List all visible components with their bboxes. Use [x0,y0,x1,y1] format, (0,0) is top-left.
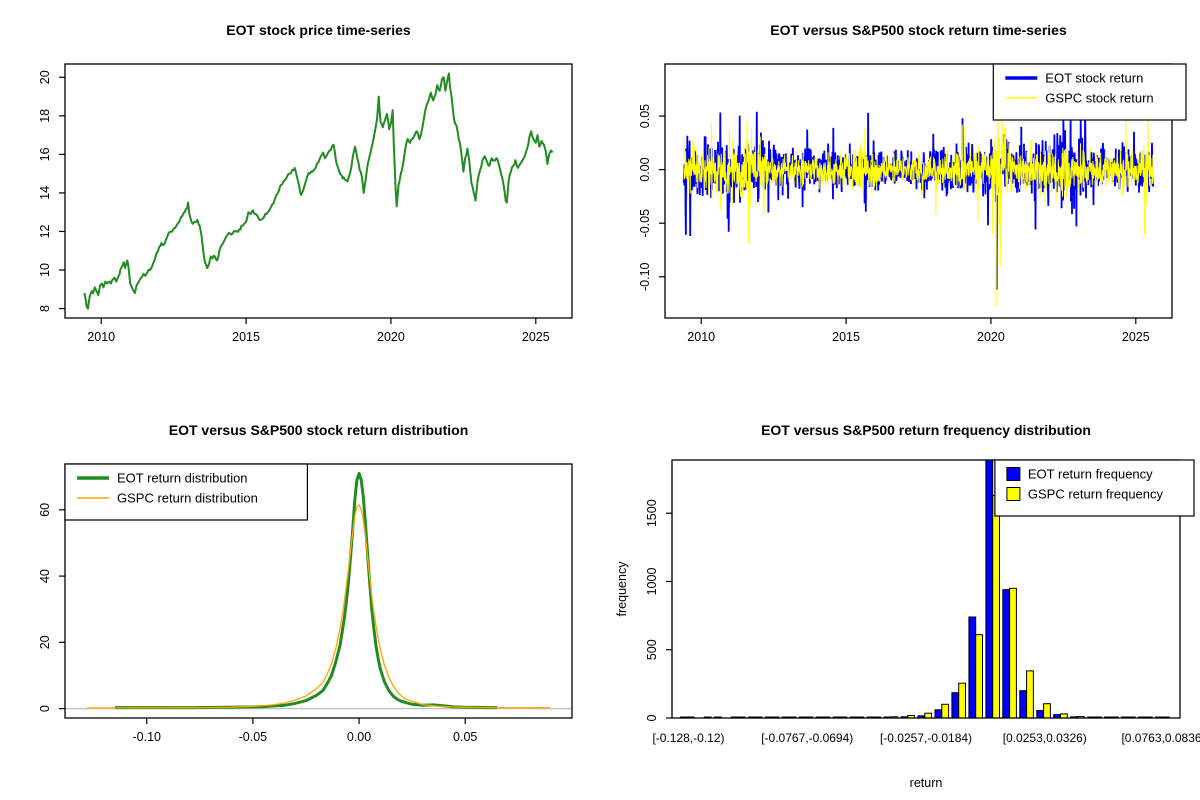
svg-text:10: 10 [38,263,52,277]
svg-text:20: 20 [38,70,52,84]
svg-text:2010: 2010 [687,330,715,344]
x-axis-label-return: return [909,776,943,790]
svg-text:0.05: 0.05 [453,730,477,744]
svg-text:18: 18 [38,109,52,123]
svg-text:20: 20 [38,635,52,649]
svg-text:[0.0253,0.0326): [0.0253,0.0326) [1003,731,1087,745]
svg-text:EOT return frequency: EOT return frequency [1028,467,1153,482]
chart-title-distribution: EOT versus S&P500 stock return distribut… [168,422,469,438]
svg-text:12: 12 [38,224,52,238]
svg-text:0: 0 [38,705,52,712]
svg-text:0: 0 [645,714,659,721]
svg-text:16: 16 [38,147,52,161]
svg-text:[-0.128,-0.12): [-0.128,-0.12) [652,731,724,745]
svg-text:EOT return distribution: EOT return distribution [117,471,248,486]
price-timeseries-chart: 2010 2015 2020 2025 8 10 12 14 16 18 20 [38,63,573,344]
svg-text:EOT stock return: EOT stock return [1045,71,1143,86]
svg-text:2025: 2025 [522,330,550,344]
svg-text:0.00: 0.00 [347,730,371,744]
svg-text:GSPC stock return: GSPC stock return [1045,91,1153,106]
svg-text:2020: 2020 [977,330,1005,344]
panel-price-timeseries: 2010 2015 2020 2025 8 10 12 14 16 18 20 EOT stock … [0,0,600,400]
chart-title-returns: EOT versus S&P500 stock return time-seri… [770,22,1067,38]
panel-return-frequency: [-0.128,-0.12) [-0.0767,-0.0694) [-0.0257,… [600,400,1200,800]
y-axis-label-frequency: frequency [615,561,629,617]
chart-title-frequency: EOT versus S&P500 return frequency distr… [761,422,1091,438]
panel-return-distribution: -0.10 -0.05 0.00 0.05 0 20 40 60 EOT return dist… [0,400,600,800]
chart-title-price: EOT stock price time-series [226,22,411,38]
svg-text:1500: 1500 [645,499,659,527]
svg-text:14: 14 [38,186,52,200]
return-distribution-chart: -0.10 -0.05 0.00 0.05 0 20 40 60 EOT return dist… [38,463,573,744]
return-timeseries-chart: 2010 2015 2020 2025 0.05 0.00 -0.05 -0.10 EOT st… [638,63,1187,344]
svg-text:2025: 2025 [1122,330,1150,344]
svg-text:500: 500 [645,639,659,660]
svg-text:2015: 2015 [232,330,260,344]
svg-text:GSPC return frequency: GSPC return frequency [1028,487,1164,502]
svg-text:-0.10: -0.10 [132,730,161,744]
svg-text:[-0.0257,-0.0184): [-0.0257,-0.0184) [880,731,972,745]
return-frequency-chart: [-0.128,-0.12) [-0.0767,-0.0694) [-0.0257,… [645,459,1200,745]
svg-text:-0.10: -0.10 [638,262,652,291]
svg-text:0.00: 0.00 [638,157,652,181]
svg-text:0.05: 0.05 [638,104,652,128]
svg-text:2020: 2020 [377,330,405,344]
svg-text:[0.0763,0.0836): [0.0763,0.0836) [1121,731,1200,745]
svg-text:8: 8 [38,305,52,312]
svg-text:GSPC return distribution: GSPC return distribution [117,491,258,506]
svg-text:1000: 1000 [645,568,659,596]
svg-text:[-0.0767,-0.0694): [-0.0767,-0.0694) [761,731,853,745]
svg-text:-0.05: -0.05 [239,730,268,744]
svg-text:-0.05: -0.05 [638,209,652,238]
svg-text:40: 40 [38,569,52,583]
svg-text:60: 60 [38,503,52,517]
svg-text:2010: 2010 [87,330,115,344]
panel-return-timeseries: 2010 2015 2020 2025 0.05 0.00 -0.05 -0.10 EOT st… [600,0,1200,400]
svg-text:2015: 2015 [832,330,860,344]
